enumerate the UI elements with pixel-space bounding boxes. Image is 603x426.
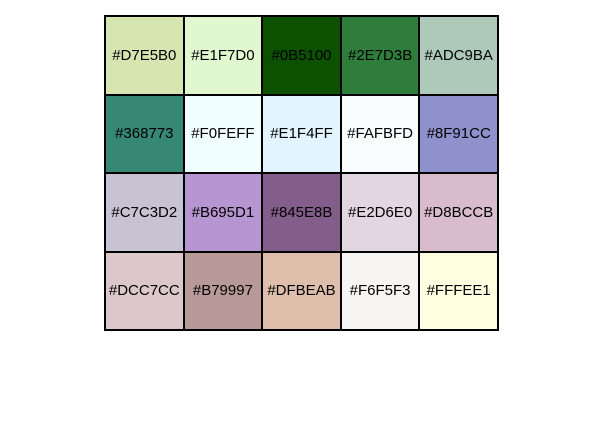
color-swatch: #E2D6E0 [340,173,420,252]
color-swatch: #0B5100 [262,16,341,95]
color-swatch: #ADC9BA [419,16,498,95]
color-swatch: #2E7D3B [340,16,420,95]
color-swatch: #E1F4FF [262,94,341,173]
color-swatch-grid: #D7E5B0 #E1F7D0 #0B5100 #2E7D3B #ADC9BA … [104,15,499,331]
color-swatch: #F6F5F3 [340,251,420,330]
color-swatch: #C7C3D2 [105,173,184,252]
color-swatch: #B695D1 [183,173,263,252]
color-swatch: #E1F7D0 [183,16,263,95]
color-swatch: #368773 [105,94,184,173]
color-swatch: #845E8B [262,173,341,252]
color-swatch: #FFFEE1 [419,251,498,330]
color-swatch: #D8BCCB [419,173,498,252]
color-swatch: #FAFBFD [340,94,420,173]
color-swatch: #DCC7CC [105,251,184,330]
color-swatch: #B79997 [183,251,263,330]
color-swatch: #D7E5B0 [105,16,184,95]
color-swatch: #F0FEFF [183,94,263,173]
color-swatch: #DFBEAB [262,251,341,330]
color-swatch: #8F91CC [419,94,498,173]
